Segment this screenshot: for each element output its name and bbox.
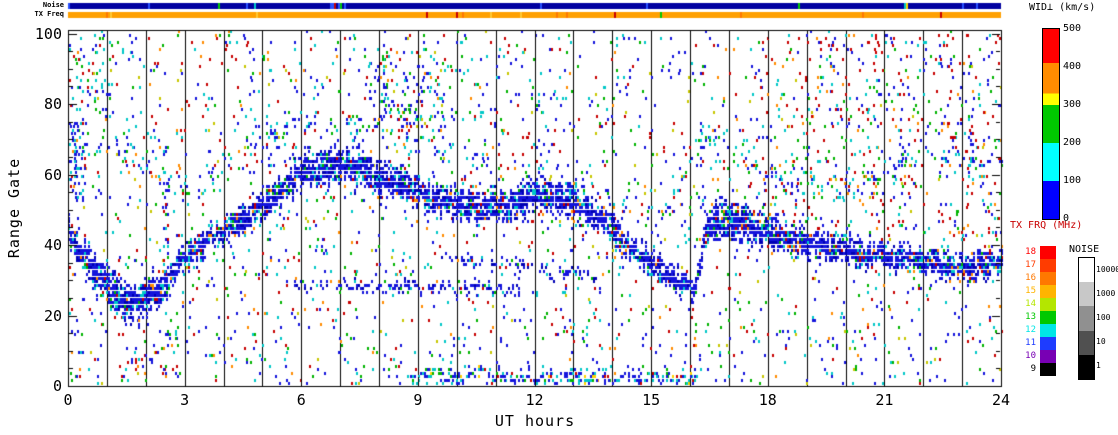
txfrq-color-swatch <box>1040 324 1056 337</box>
x-axis-title: UT hours <box>494 412 576 430</box>
x-tick-label: 6 <box>296 391 306 409</box>
x-tick-label: 18 <box>758 391 777 409</box>
noise-color-swatch <box>1079 306 1094 331</box>
txfrq-value-label: 14 <box>1025 299 1036 309</box>
noise-color-swatch <box>1079 354 1094 380</box>
colorbar-tick-label: 500 <box>1063 23 1082 34</box>
y-tick-label: 40 <box>43 236 62 254</box>
txfreq-strip-label: TX Freq <box>34 10 64 18</box>
x-tick-label: 21 <box>875 391 894 409</box>
x-tick-label: 9 <box>413 391 423 409</box>
colorbar-tick-label: 300 <box>1063 99 1082 110</box>
txfrq-color-swatch <box>1040 285 1056 298</box>
txfrq-color-swatch <box>1040 350 1056 363</box>
colorbar-tick-label: 0 <box>1063 213 1070 224</box>
noise-value-label: 10 <box>1096 337 1106 346</box>
txfrq-value-label: 9 <box>1030 364 1036 374</box>
noise-legend-scale <box>1078 257 1095 380</box>
txfrq-color-swatch <box>1040 363 1056 376</box>
y-tick-label: 80 <box>43 95 62 114</box>
txfrq-color-swatch <box>1040 298 1056 311</box>
colorbar-tick-label: 200 <box>1063 137 1082 148</box>
txfrq-legend-title: TX FRQ (MHz) <box>1010 220 1083 231</box>
noise-legend-title: NOISE <box>1069 244 1100 255</box>
noise-strip-label: Noise <box>42 1 64 9</box>
x-tick-label: 24 <box>991 391 1011 409</box>
y-tick-label: 20 <box>43 306 62 325</box>
y-tick-label: 0 <box>52 377 62 395</box>
txfrq-value-label: 13 <box>1025 312 1036 322</box>
x-tick-label: 0 <box>63 391 73 409</box>
noise-color-swatch <box>1079 330 1094 355</box>
noise-color-swatch <box>1079 258 1094 283</box>
txfrq-value-label: 11 <box>1025 338 1036 348</box>
wid-colorbar <box>1042 28 1060 220</box>
colorbar-title: WID⊥ (km/s) <box>1029 2 1096 13</box>
txfrq-color-swatch <box>1040 259 1056 272</box>
txfrq-color-swatch <box>1040 246 1056 259</box>
txfrq-value-label: 12 <box>1025 325 1036 335</box>
y-tick-label: 100 <box>34 24 62 43</box>
txfrq-color-swatch <box>1040 272 1056 285</box>
y-tick-label: 60 <box>43 165 62 184</box>
noise-value-label: 1 <box>1096 361 1101 370</box>
colorbar-tick-label: 100 <box>1063 175 1082 186</box>
x-tick-label: 12 <box>525 391 544 409</box>
txfrq-color-swatch <box>1040 337 1056 350</box>
txfrq-value-label: 18 <box>1025 247 1036 257</box>
noise-value-label: 1000 <box>1096 289 1116 298</box>
txfrq-value-label: 17 <box>1025 260 1036 270</box>
noise-color-swatch <box>1079 282 1094 307</box>
txfrq-value-label: 15 <box>1025 286 1036 296</box>
txfrq-value-label: 16 <box>1025 273 1036 283</box>
txfrq-value-label: 10 <box>1025 351 1036 361</box>
colorbar-tick-label: 400 <box>1063 61 1082 72</box>
x-tick-label: 3 <box>180 391 190 409</box>
noise-value-label: 100 <box>1096 313 1111 322</box>
txfrq-color-swatch <box>1040 311 1056 324</box>
x-tick-label: 15 <box>642 391 661 409</box>
noise-value-label: 10000 <box>1096 265 1118 274</box>
